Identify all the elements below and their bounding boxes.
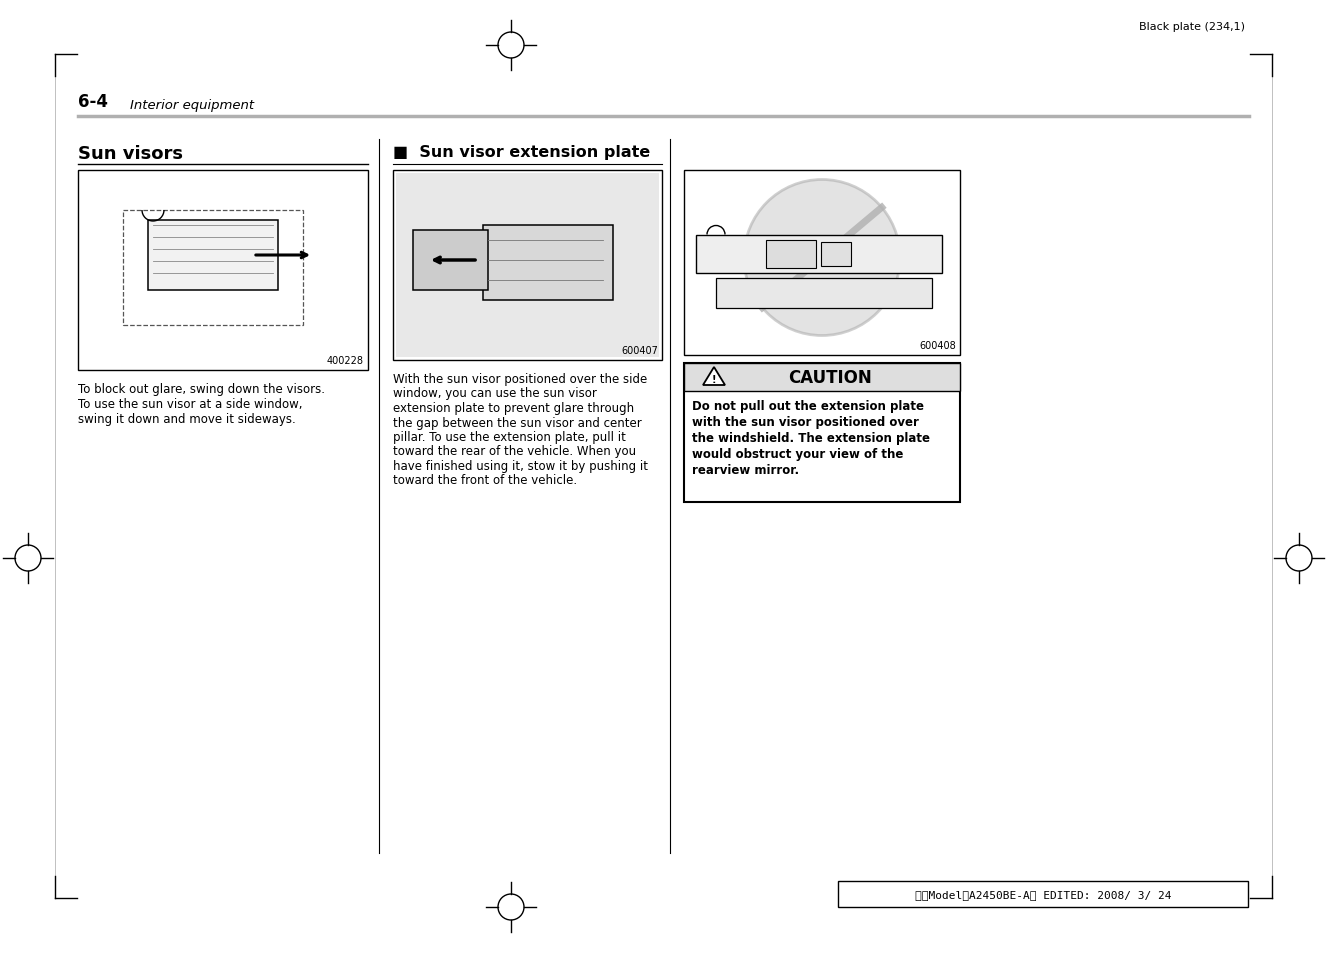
- Bar: [395, 173, 660, 357]
- Text: window, you can use the sun visor: window, you can use the sun visor: [393, 387, 597, 400]
- Text: rearview mirror.: rearview mirror.: [691, 463, 799, 476]
- Text: 北米Model＂A2450BE-A＂ EDITED: 2008/ 3/ 24: 北米Model＂A2450BE-A＂ EDITED: 2008/ 3/ 24: [914, 889, 1172, 899]
- Bar: [717, 278, 932, 308]
- Bar: [683, 171, 959, 355]
- Circle shape: [744, 180, 900, 336]
- Text: Black plate (234,1): Black plate (234,1): [1139, 22, 1245, 32]
- Text: extension plate to prevent glare through: extension plate to prevent glare through: [393, 401, 634, 415]
- Text: pillar. To use the extension plate, pull it: pillar. To use the extension plate, pull…: [393, 431, 626, 443]
- Polygon shape: [703, 368, 725, 386]
- Text: swing it down and move it sideways.: swing it down and move it sideways.: [78, 413, 296, 426]
- Text: ■  Sun visor extension plate: ■ Sun visor extension plate: [393, 145, 650, 160]
- Bar: [413, 231, 488, 291]
- Text: would obstruct your view of the: would obstruct your view of the: [691, 448, 904, 460]
- Text: 400228: 400228: [326, 355, 364, 366]
- Text: To use the sun visor at a side window,: To use the sun visor at a side window,: [78, 397, 303, 411]
- Text: With the sun visor positioned over the side: With the sun visor positioned over the s…: [393, 373, 648, 386]
- Text: toward the rear of the vehicle. When you: toward the rear of the vehicle. When you: [393, 445, 636, 458]
- Bar: [766, 240, 816, 268]
- Bar: [78, 171, 368, 371]
- Text: have finished using it, stow it by pushing it: have finished using it, stow it by pushi…: [393, 459, 648, 473]
- Text: 600408: 600408: [920, 340, 955, 351]
- Text: with the sun visor positioned over: with the sun visor positioned over: [691, 416, 918, 429]
- Text: Sun visors: Sun visors: [78, 145, 183, 163]
- Text: Do not pull out the extension plate: Do not pull out the extension plate: [691, 399, 924, 413]
- Text: toward the front of the vehicle.: toward the front of the vehicle.: [393, 474, 577, 487]
- Text: !: !: [711, 375, 717, 385]
- Text: CAUTION: CAUTION: [788, 369, 872, 387]
- Text: To block out glare, swing down the visors.: To block out glare, swing down the visor…: [78, 382, 325, 395]
- Text: the windshield. The extension plate: the windshield. The extension plate: [691, 432, 930, 444]
- Bar: [683, 364, 959, 502]
- Text: 6-4: 6-4: [78, 92, 107, 111]
- Bar: [683, 364, 959, 392]
- Bar: [123, 211, 303, 326]
- Text: Interior equipment: Interior equipment: [130, 99, 255, 112]
- Bar: [149, 221, 277, 291]
- Bar: [837, 882, 1247, 907]
- Bar: [695, 235, 942, 274]
- Text: 600407: 600407: [621, 346, 658, 355]
- Bar: [393, 171, 662, 360]
- Bar: [483, 226, 613, 301]
- Bar: [821, 242, 851, 266]
- Text: the gap between the sun visor and center: the gap between the sun visor and center: [393, 416, 642, 429]
